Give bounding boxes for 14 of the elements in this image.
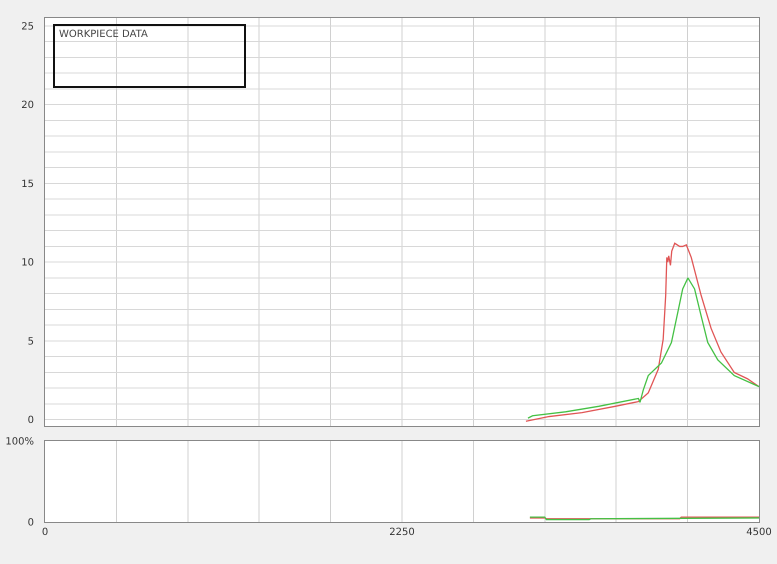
annotation: WORKPIECE DATA bbox=[59, 29, 148, 40]
x-tick-label: 4500 bbox=[746, 527, 772, 538]
x-tick-label: 2250 bbox=[389, 527, 415, 538]
y-tick-label: 15 bbox=[21, 178, 34, 190]
y-tick-label: 10 bbox=[21, 258, 34, 269]
y-tick-label: 0 bbox=[28, 415, 34, 426]
y-tick-label: 5 bbox=[28, 336, 34, 348]
y-tick-label: 100% bbox=[5, 436, 34, 448]
y-tick-label: 0 bbox=[28, 518, 34, 528]
line-series bbox=[527, 277, 759, 419]
x-tick-label: 0 bbox=[42, 527, 48, 538]
line-series bbox=[525, 242, 759, 422]
y-tick-label: 20 bbox=[21, 100, 34, 112]
y-tick-label: 25 bbox=[21, 21, 34, 32]
